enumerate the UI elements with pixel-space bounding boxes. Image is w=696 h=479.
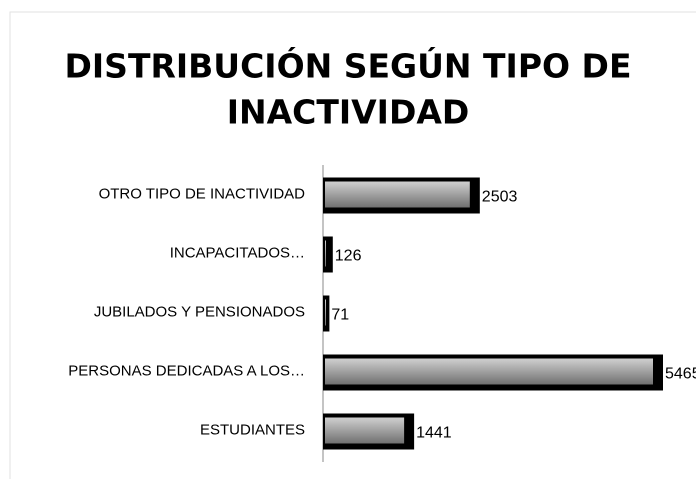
chart-frame <box>9 11 696 479</box>
value-label: 1441 <box>416 425 452 442</box>
value-label: 5465 <box>665 366 696 383</box>
y-tick-label: OTRO TIPO DE INACTIVIDAD <box>99 185 306 202</box>
bar <box>325 181 470 208</box>
y-tick-label: ESTUDIANTES <box>200 421 305 438</box>
value-label: 126 <box>335 248 362 265</box>
chart-title: INACTIVIDAD <box>227 93 470 132</box>
bar <box>325 299 326 326</box>
chart-title: DISTRIBUCIÓN SEGÚN TIPO DE <box>65 46 632 86</box>
bar <box>325 240 326 267</box>
bar-shadow <box>323 236 333 273</box>
bar <box>325 358 653 385</box>
value-label: 71 <box>331 307 349 324</box>
bar <box>325 417 405 444</box>
y-tick-label: INCAPACITADOS… <box>170 244 305 261</box>
bar-shadow <box>323 295 330 332</box>
value-label: 2503 <box>482 189 518 206</box>
y-tick-label: PERSONAS DEDICADAS A LOS… <box>68 362 305 379</box>
y-tick-label: JUBILADOS Y PENSIONADOS <box>94 303 305 320</box>
